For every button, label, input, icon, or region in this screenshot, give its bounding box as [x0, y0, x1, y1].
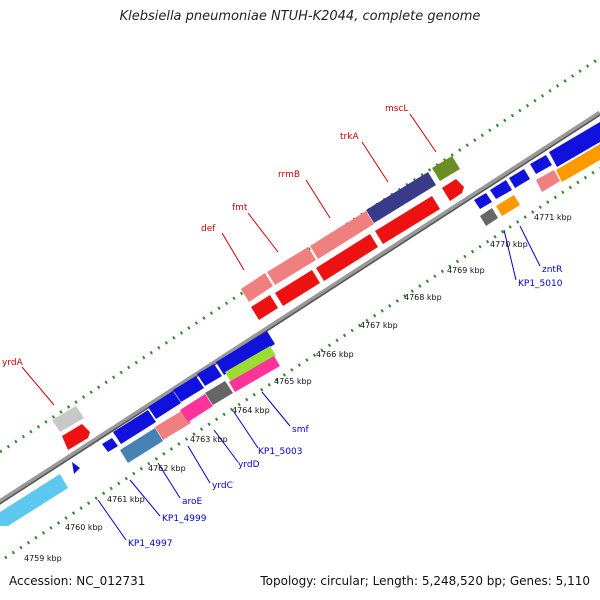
gene-label-KP1_5003[interactable]: KP1_5003	[258, 447, 302, 457]
gene-label-def[interactable]: def	[201, 224, 216, 234]
gene-orange-small[interactable]	[496, 195, 520, 216]
tick-4770: 4770 kbp	[490, 240, 528, 249]
genome-stats-label: Topology: circular; Length: 5,248,520 bp…	[260, 574, 590, 588]
gene-red-3[interactable]	[275, 270, 320, 306]
gene-pink-lower[interactable]	[155, 410, 191, 440]
gene-orange-right[interactable]	[556, 144, 600, 182]
tick-4764: 4764 kbp	[232, 406, 270, 415]
gene-pink-right[interactable]	[536, 170, 560, 192]
gene-label-aroE[interactable]: aroE	[182, 497, 203, 507]
gene-blue-right-3[interactable]	[509, 169, 530, 188]
gene-red-6[interactable]	[442, 179, 464, 201]
bottom-gene-labels: KP1_4997 KP1_4999 aroE yrdC yrdD KP1_500…	[128, 265, 563, 549]
gene-blue-b[interactable]	[148, 391, 181, 419]
inner-tick-track	[4, 166, 600, 560]
gene-def-feature[interactable]	[241, 273, 273, 302]
gene-label-yrdD[interactable]: yrdD	[238, 460, 260, 470]
gene-small-blue-2[interactable]	[102, 438, 118, 452]
gene-lime-feature[interactable]	[225, 346, 276, 382]
gene-blue-c[interactable]	[173, 376, 204, 402]
top-gene-labels: yrdA def fmt rrmB trkA mscL	[2, 104, 408, 368]
tick-4766: 4766 kbp	[316, 350, 354, 359]
gene-blue-a[interactable]	[113, 410, 156, 444]
tick-4767: 4767 kbp	[360, 321, 398, 330]
gene-gray-right[interactable]	[480, 208, 498, 226]
gene-red-2[interactable]	[251, 295, 278, 320]
genome-backbone	[0, 110, 600, 505]
gene-cyan-feature[interactable]	[0, 474, 68, 526]
gene-red-4[interactable]	[316, 234, 378, 281]
gene-steel-feature[interactable]	[120, 428, 163, 463]
gene-mscL-feature[interactable]	[432, 156, 460, 181]
tick-4762: 4762 kbp	[148, 464, 186, 473]
accession-label: Accession: NC_012731	[9, 574, 146, 588]
lower-genes	[0, 144, 600, 526]
tick-4760: 4760 kbp	[65, 523, 103, 532]
top-leaders	[21, 113, 437, 406]
gene-label-KP1_4999[interactable]: KP1_4999	[162, 514, 207, 524]
map-title: Klebsiella pneumoniae NTUH-K2044, comple…	[119, 9, 481, 24]
gene-blue-right-5[interactable]	[549, 122, 600, 167]
gene-red-5[interactable]	[375, 196, 440, 244]
gene-label-mscL[interactable]: mscL	[385, 104, 408, 114]
gene-blue-right-1[interactable]	[474, 193, 492, 209]
tick-4768: 4768 kbp	[404, 293, 442, 302]
bottom-leaders	[97, 225, 541, 541]
gene-trkA-feature[interactable]	[366, 172, 436, 223]
gene-label-rrmB[interactable]: rrmB	[278, 170, 300, 180]
upper-genes	[52, 122, 600, 450]
gene-gray-lower[interactable]	[205, 381, 233, 405]
gene-yrdA-feature[interactable]	[52, 406, 84, 432]
gene-fmt-feature[interactable]	[267, 247, 316, 285]
gene-blue-e[interactable]	[216, 331, 275, 375]
tick-4759: 4759 kbp	[24, 554, 62, 563]
gene-label-trkA[interactable]: trkA	[340, 132, 359, 142]
gene-label-yrdC[interactable]: yrdC	[212, 481, 233, 491]
tick-4765: 4765 kbp	[274, 377, 312, 386]
gene-rrmB-feature[interactable]	[310, 211, 374, 259]
tick-4769: 4769 kbp	[447, 266, 485, 275]
tick-4763: 4763 kbp	[190, 435, 228, 444]
genome-backbone-shadow	[0, 114, 600, 505]
gene-red-feature[interactable]	[62, 424, 90, 450]
gene-label-smf[interactable]: smf	[292, 425, 309, 435]
gene-label-KP1_5010[interactable]: KP1_5010	[518, 279, 563, 289]
tick-4761: 4761 kbp	[107, 495, 145, 504]
gene-label-yrdA[interactable]: yrdA	[2, 358, 24, 368]
gene-magenta-feature[interactable]	[180, 394, 213, 422]
gene-label-KP1_4997[interactable]: KP1_4997	[128, 539, 172, 549]
gene-magenta-2[interactable]	[229, 356, 280, 392]
gene-blue-right-2[interactable]	[490, 180, 512, 199]
gene-small-blue-1[interactable]	[72, 462, 80, 474]
gene-blue-d[interactable]	[197, 364, 222, 386]
tick-4771: 4771 kbp	[534, 213, 572, 222]
gene-blue-right-4[interactable]	[530, 155, 552, 174]
kbp-tick-labels: 4759 kbp 4760 kbp 4761 kbp 4762 kbp 4763…	[24, 213, 572, 563]
gene-label-zntR[interactable]: zntR	[542, 265, 562, 275]
gene-label-fmt[interactable]: fmt	[232, 203, 248, 213]
